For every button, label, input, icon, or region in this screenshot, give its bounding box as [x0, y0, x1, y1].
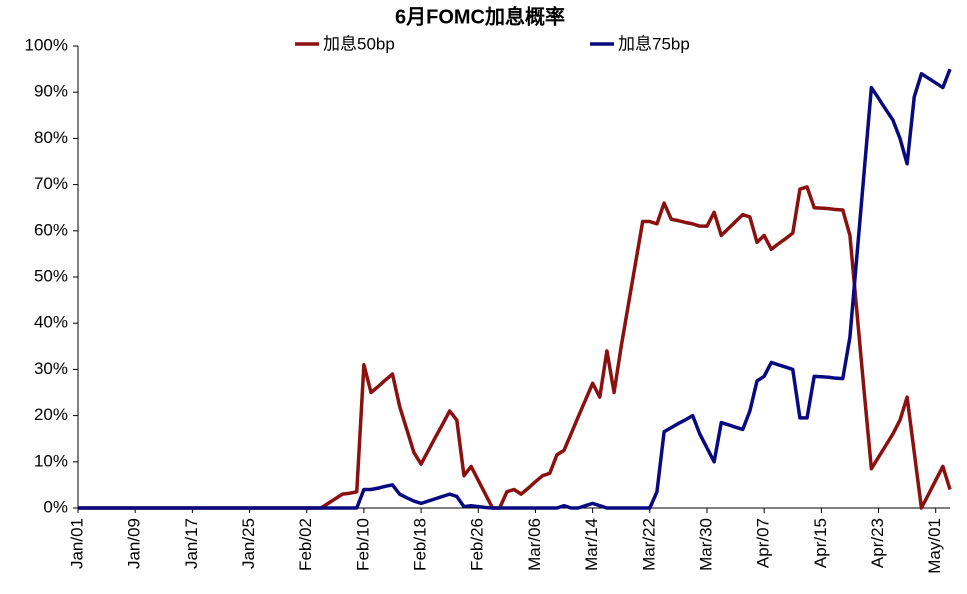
- x-tick-label: Jan/09: [125, 518, 144, 569]
- y-tick-label: 30%: [34, 359, 68, 378]
- y-tick-label: 20%: [34, 405, 68, 424]
- x-tick-label: Mar/06: [525, 518, 544, 571]
- y-tick-label: 70%: [34, 174, 68, 193]
- legend-label: 加息75bp: [618, 34, 690, 53]
- x-tick-label: May/01: [925, 518, 944, 574]
- x-tick-label: Mar/30: [696, 518, 715, 571]
- x-tick-label: Apr/15: [811, 518, 830, 568]
- x-tick-label: Apr/23: [868, 518, 887, 568]
- y-tick-label: 90%: [34, 82, 68, 101]
- x-tick-label: Jan/25: [239, 518, 258, 569]
- line-series: [78, 68, 952, 510]
- y-tick-label: 80%: [34, 128, 68, 147]
- x-tick-label: Mar/14: [582, 518, 601, 571]
- x-tick-label: Mar/22: [639, 518, 658, 571]
- x-tick-label: Feb/26: [468, 518, 487, 571]
- y-tick-label: 50%: [34, 266, 68, 285]
- y-tick-label: 10%: [34, 451, 68, 470]
- chart-title: 6月FOMC加息概率: [395, 4, 565, 28]
- x-tick-label: Feb/02: [296, 518, 315, 571]
- x-tick-label: Feb/10: [353, 518, 372, 571]
- y-tick-label: 0%: [43, 497, 68, 516]
- line-series: [78, 185, 952, 510]
- x-tick-label: Feb/18: [411, 518, 430, 571]
- x-tick-label: Jan/17: [182, 518, 201, 569]
- y-tick-label: 60%: [34, 220, 68, 239]
- y-tick-label: 40%: [34, 313, 68, 332]
- y-tick-label: 100%: [25, 35, 68, 54]
- x-tick-label: Jan/01: [67, 518, 86, 569]
- legend-label: 加息50bp: [323, 34, 395, 53]
- x-tick-label: Apr/07: [754, 518, 773, 568]
